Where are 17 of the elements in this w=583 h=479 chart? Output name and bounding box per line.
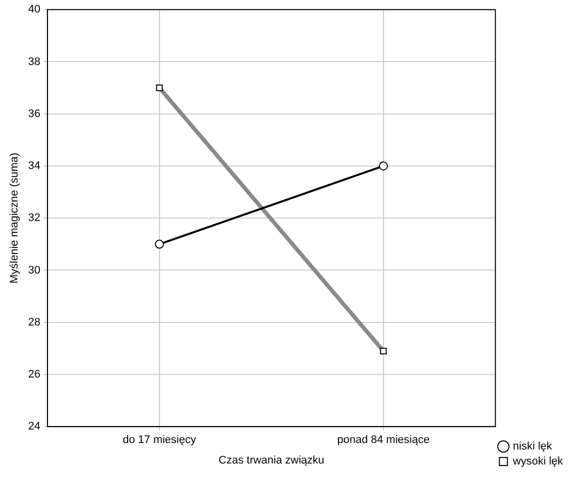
y-tick-label: 40: [28, 4, 40, 16]
y-tick-label: 36: [28, 108, 40, 120]
legend-label: niski lęk: [512, 440, 552, 453]
y-axis-title: Myślenie magiczne (suma): [8, 152, 21, 284]
y-tick-label: 38: [28, 56, 40, 68]
y-tick-label: 28: [28, 316, 40, 328]
y-tick-label: 26: [28, 368, 40, 381]
y-tick-label: 34: [28, 160, 40, 172]
y-tick-label: 30: [28, 264, 40, 276]
point: [378, 161, 388, 170]
x-tick-label: ponad 84 miesiące: [337, 434, 430, 446]
x-tick-label: do 17 miesięcy: [122, 434, 197, 446]
legend-label: wysoki lęk: [512, 456, 564, 468]
point: [154, 240, 164, 249]
y-tick-label: 24: [28, 420, 40, 433]
y-tick-label: 32: [28, 212, 40, 224]
x-axis-title: Czas trwania związku: [218, 454, 324, 466]
